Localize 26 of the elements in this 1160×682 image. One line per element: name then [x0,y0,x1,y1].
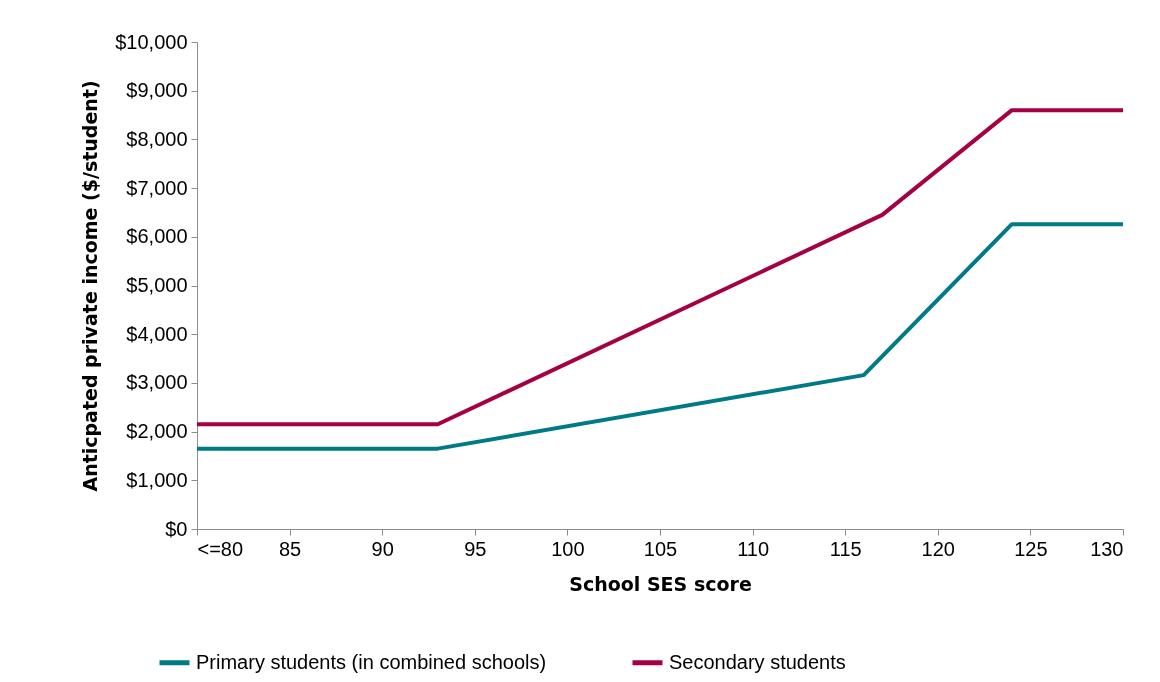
x-tick-label: 110 [737,537,770,560]
y-tick-label: $1,000 [126,468,188,491]
x-axis-title: School SES score [569,572,752,595]
x-tick-label: 125 [1014,537,1048,560]
y-tick-label: $5,000 [126,274,188,296]
y-tick-label: $2,000 [126,420,188,443]
y-tick-label: $6,000 [126,225,188,248]
y-tick-label: $9,000 [126,79,188,102]
legend-label: Secondary students [669,650,846,673]
x-tick-label: 105 [643,537,678,560]
y-tick-label: $3,000 [126,371,188,394]
x-tick-label: 120 [921,537,955,560]
x-tick-label: 95 [464,537,487,560]
x-tick-label: 100 [551,537,585,560]
x-tick-label: 130 [1090,537,1124,560]
x-tick-label: 90 [371,537,394,560]
x-tick-label: <=80 [197,537,244,560]
y-axis-title: Anticpated private income ($/student) [79,80,102,492]
y-tick-label: $0 [165,517,188,540]
x-tick-label: 85 [278,537,302,560]
y-tick-label: $4,000 [126,322,188,345]
y-tick-label: $8,000 [126,127,188,150]
y-tick-label: $7,000 [126,176,188,199]
legend-label: Primary students (in combined schools) [196,650,547,673]
y-tick-label: $10,000 [115,30,188,53]
x-tick-label: 115 [829,537,862,560]
